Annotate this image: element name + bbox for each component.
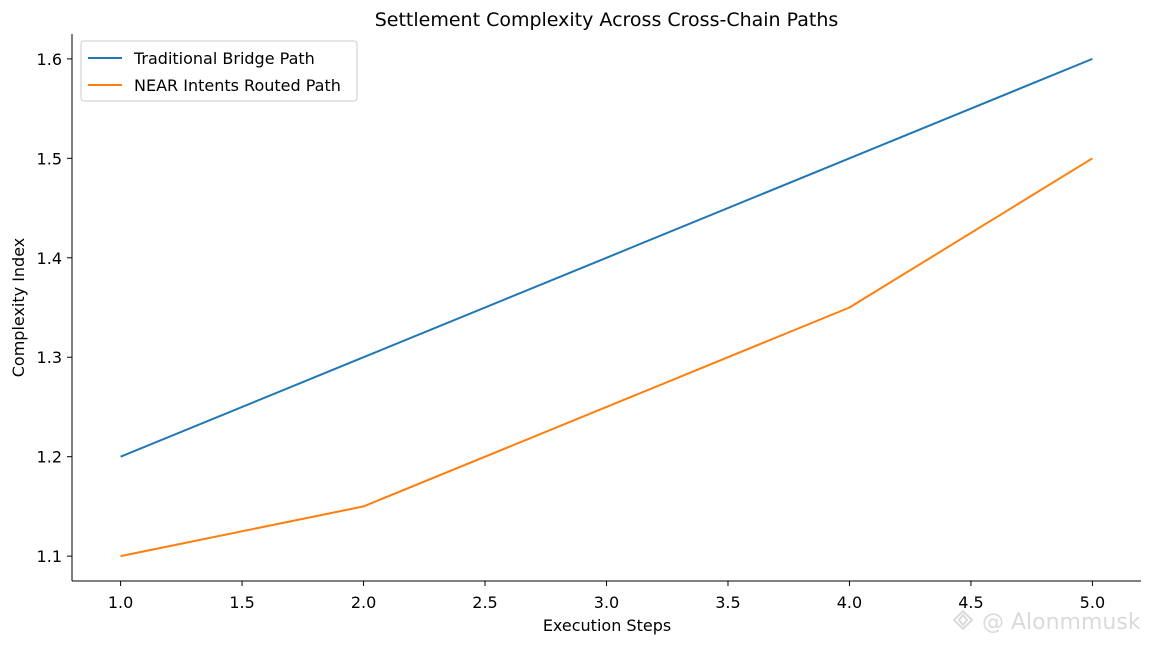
y-ticks: 1.1 1.2 1.3 1.4 1.5 1.6	[37, 50, 72, 566]
x-tick-label: 2.5	[472, 593, 497, 612]
x-tick-label: 3.0	[594, 593, 619, 612]
binance-diamond-icon	[952, 609, 974, 631]
y-tick-label: 1.6	[37, 50, 62, 69]
x-tick-label: 4.5	[958, 593, 983, 612]
x-tick-label: 5.0	[1080, 593, 1105, 612]
x-tick-label: 4.0	[837, 593, 862, 612]
x-tick-label: 3.5	[715, 593, 740, 612]
legend: Traditional Bridge Path NEAR Intents Rout…	[80, 40, 358, 102]
y-axis-label: Complexity Index	[9, 238, 28, 378]
y-tick-label: 1.5	[37, 149, 62, 168]
chart-title: Settlement Complexity Across Cross-Chain…	[375, 9, 839, 31]
x-axis-label: Execution Steps	[543, 616, 671, 635]
y-tick-label: 1.1	[37, 547, 62, 566]
x-tick-label: 2.0	[351, 593, 376, 612]
y-tick-label: 1.4	[37, 249, 62, 268]
x-tick-label: 1.5	[229, 593, 254, 612]
series-layer	[120, 57, 1093, 558]
watermark-text: @ Alonmmusk	[982, 610, 1141, 635]
watermark: @ Alonmmusk	[952, 609, 1141, 635]
y-tick-label: 1.3	[37, 348, 62, 367]
legend-label: NEAR Intents Routed Path	[134, 76, 341, 95]
series-line-2	[120, 157, 1093, 558]
x-tick-label: 1.0	[108, 593, 133, 612]
legend-label: Traditional Bridge Path	[133, 49, 315, 68]
y-tick-label: 1.2	[37, 448, 62, 467]
x-ticks: 1.0 1.5 2.0 2.5 3.0 3.5 4.0 4.5 5.0	[108, 581, 1105, 612]
legend-items: Traditional Bridge Path NEAR Intents Rout…	[88, 49, 341, 95]
axes	[71, 34, 1141, 582]
legend-box	[80, 40, 358, 102]
